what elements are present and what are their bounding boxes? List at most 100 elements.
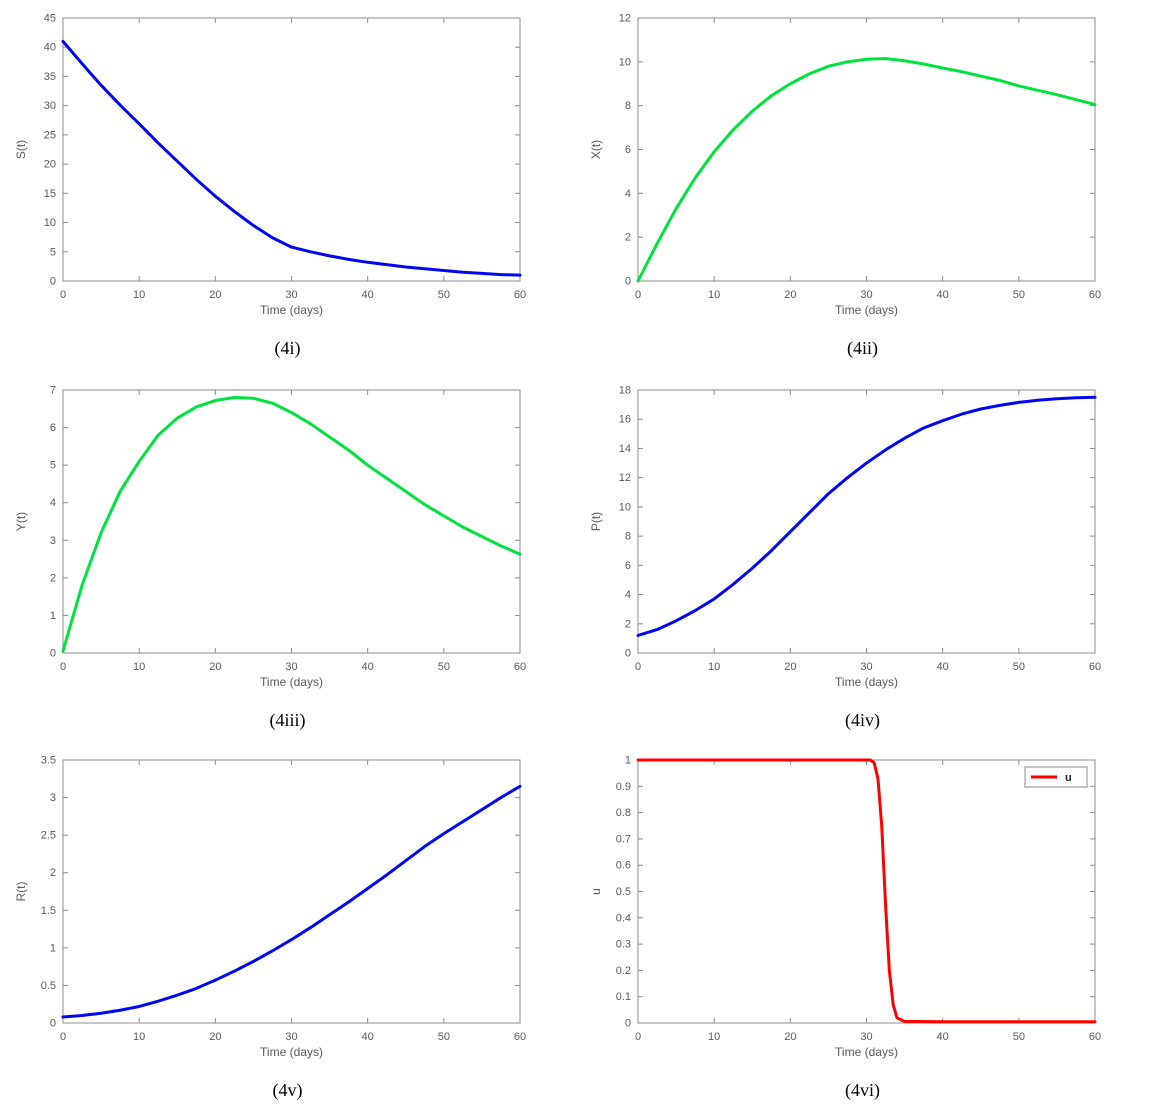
subplot-caption-4iv: (4iv) xyxy=(845,710,880,730)
svg-text:0.4: 0.4 xyxy=(616,912,631,924)
svg-text:0: 0 xyxy=(50,648,56,660)
svg-text:0.1: 0.1 xyxy=(616,991,631,1003)
svg-text:0: 0 xyxy=(50,1018,56,1030)
svg-text:u: u xyxy=(589,888,603,895)
svg-text:20: 20 xyxy=(209,289,221,301)
svg-text:10: 10 xyxy=(133,1031,145,1043)
svg-text:40: 40 xyxy=(362,1031,374,1043)
svg-text:0.3: 0.3 xyxy=(616,939,631,951)
svg-text:8: 8 xyxy=(625,531,631,543)
svg-text:1: 1 xyxy=(50,610,56,622)
svg-text:Time (days): Time (days) xyxy=(835,675,898,689)
svg-text:3: 3 xyxy=(50,792,56,804)
svg-text:2: 2 xyxy=(625,232,631,244)
svg-text:50: 50 xyxy=(1013,1031,1025,1043)
svg-text:3: 3 xyxy=(50,535,56,547)
svg-text:40: 40 xyxy=(937,289,949,301)
svg-text:10: 10 xyxy=(133,289,145,301)
svg-text:2: 2 xyxy=(625,618,631,630)
subplot-caption-4iii: (4iii) xyxy=(269,710,306,730)
svg-text:0.6: 0.6 xyxy=(616,860,631,872)
svg-text:45: 45 xyxy=(44,13,56,25)
s-t-line-chart: 0 10 20 30 40 50 60 0 5 10 15 20 25 30 35 40 45 Time (day… xyxy=(14,13,526,318)
svg-text:P(t): P(t) xyxy=(589,512,603,531)
subplot-caption-4v: (4v) xyxy=(272,1080,303,1100)
subplot-4v: 0 10 20 30 40 50 60 0 0.5 1 1.5 2 2.5 3 3.5 Time (days)… xyxy=(0,746,575,1116)
svg-text:6: 6 xyxy=(625,560,631,572)
r-t-line-chart: 0 10 20 30 40 50 60 0 0.5 1 1.5 2 2.5 3 3.5 Time (days)… xyxy=(14,755,526,1060)
svg-text:40: 40 xyxy=(44,42,56,54)
svg-text:16: 16 xyxy=(619,414,631,426)
svg-text:X(t): X(t) xyxy=(589,140,603,159)
svg-text:0: 0 xyxy=(60,661,66,673)
svg-text:0.5: 0.5 xyxy=(616,886,631,898)
svg-text:2.5: 2.5 xyxy=(41,830,56,842)
x-t-line-chart: 0 10 20 30 40 50 60 0 2 4 6 8 10 12 Time (days) X(t) xyxy=(589,13,1101,318)
svg-text:12: 12 xyxy=(619,13,631,25)
subplot-4vi: 0 10 20 30 40 50 60 0 0.1 0.2 0.3 0.4 0.5 0.6 0.7 0.8 0.… xyxy=(575,746,1151,1116)
svg-text:Time (days): Time (days) xyxy=(835,1045,898,1059)
svg-text:10: 10 xyxy=(708,289,720,301)
svg-text:5: 5 xyxy=(50,246,56,258)
subplot-4iv: 0 10 20 30 40 50 60 0 2 4 6 8 10 12 14 16 18 Time (days) P… xyxy=(575,376,1151,746)
svg-text:0.5: 0.5 xyxy=(41,980,56,992)
svg-text:60: 60 xyxy=(514,661,526,673)
svg-text:7: 7 xyxy=(50,385,56,397)
svg-text:0: 0 xyxy=(50,276,56,288)
svg-text:4: 4 xyxy=(50,497,56,509)
svg-text:4: 4 xyxy=(625,188,631,200)
svg-text:1: 1 xyxy=(50,942,56,954)
svg-text:2: 2 xyxy=(50,572,56,584)
svg-text:Time (days): Time (days) xyxy=(260,303,323,317)
svg-text:0: 0 xyxy=(635,289,641,301)
svg-text:3.5: 3.5 xyxy=(41,755,56,767)
svg-text:40: 40 xyxy=(937,1031,949,1043)
subplot-caption-4ii: (4ii) xyxy=(847,338,878,358)
svg-text:1.5: 1.5 xyxy=(41,905,56,917)
svg-text:5: 5 xyxy=(50,460,56,472)
svg-text:0: 0 xyxy=(625,648,631,660)
svg-text:60: 60 xyxy=(1089,661,1101,673)
svg-text:30: 30 xyxy=(285,661,297,673)
svg-text:20: 20 xyxy=(784,289,796,301)
svg-text:35: 35 xyxy=(44,71,56,83)
svg-text:0: 0 xyxy=(60,289,66,301)
svg-text:0.2: 0.2 xyxy=(616,965,631,977)
svg-text:30: 30 xyxy=(860,1031,872,1043)
svg-text:10: 10 xyxy=(133,661,145,673)
svg-text:50: 50 xyxy=(1013,289,1025,301)
svg-text:25: 25 xyxy=(44,129,56,141)
svg-text:2: 2 xyxy=(50,867,56,879)
svg-text:20: 20 xyxy=(44,159,56,171)
svg-text:30: 30 xyxy=(860,661,872,673)
subplot-caption-4i: (4i) xyxy=(274,338,301,358)
u-control-line-chart: 0 10 20 30 40 50 60 0 0.1 0.2 0.3 0.4 0.5 0.6 0.7 0.8 0.… xyxy=(589,755,1101,1060)
svg-text:60: 60 xyxy=(514,1031,526,1043)
svg-text:Time (days): Time (days) xyxy=(260,1045,323,1059)
svg-text:Y(t): Y(t) xyxy=(14,512,28,531)
svg-text:0: 0 xyxy=(625,276,631,288)
p-t-line-chart: 0 10 20 30 40 50 60 0 2 4 6 8 10 12 14 16 18 Time (days) P… xyxy=(589,385,1101,690)
subplot-4ii: 0 10 20 30 40 50 60 0 2 4 6 8 10 12 Time (days) X(t) (4… xyxy=(575,4,1151,376)
svg-text:50: 50 xyxy=(438,289,450,301)
svg-text:30: 30 xyxy=(44,100,56,112)
subplot-caption-4vi: (4vi) xyxy=(845,1080,880,1100)
svg-text:S(t): S(t) xyxy=(14,140,28,159)
svg-text:6: 6 xyxy=(50,422,56,434)
svg-text:20: 20 xyxy=(209,1031,221,1043)
svg-text:6: 6 xyxy=(625,144,631,156)
svg-text:40: 40 xyxy=(362,661,374,673)
svg-text:0: 0 xyxy=(60,1031,66,1043)
svg-text:12: 12 xyxy=(619,472,631,484)
svg-text:0: 0 xyxy=(635,661,641,673)
svg-text:0: 0 xyxy=(635,1031,641,1043)
svg-text:60: 60 xyxy=(1089,1031,1101,1043)
subplot-4iii: 0 10 20 30 40 50 60 0 1 2 3 4 5 6 7 Time (days) Y(t) (4i… xyxy=(0,376,575,746)
svg-text:15: 15 xyxy=(44,188,56,200)
svg-text:0: 0 xyxy=(625,1018,631,1030)
svg-text:10: 10 xyxy=(708,1031,720,1043)
svg-text:50: 50 xyxy=(1013,661,1025,673)
svg-text:14: 14 xyxy=(619,443,631,455)
svg-text:Time (days): Time (days) xyxy=(835,303,898,317)
svg-text:50: 50 xyxy=(438,661,450,673)
